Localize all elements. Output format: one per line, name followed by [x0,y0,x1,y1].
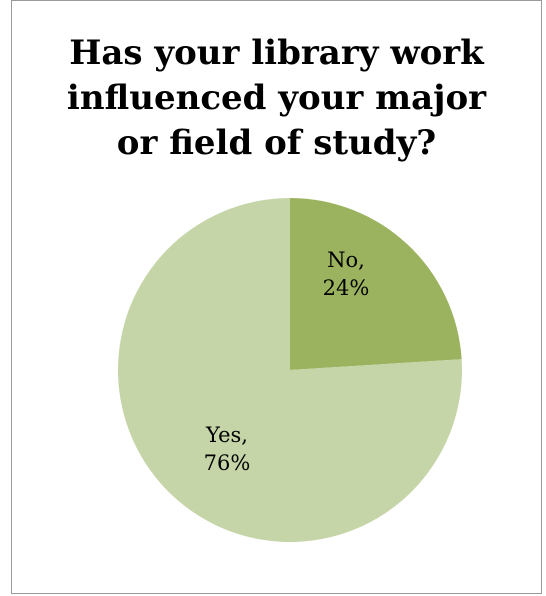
chart-area: Has your library work influenced your ma… [11,0,542,594]
pie-slice-no [290,198,462,370]
pie-slice-yes [117,198,462,542]
pie-chart: No, 24% Yes, 76% [117,198,462,542]
chart-title-line-1: Has your library work [69,33,484,73]
data-label-yes: Yes, 76% [204,423,251,475]
chart-title: Has your library work influenced your ma… [12,31,541,166]
chart-title-line-3: or field of study? [116,122,437,163]
data-label-no: No, 24% [323,248,370,300]
chart-title-line-2: influenced your major [66,77,487,118]
